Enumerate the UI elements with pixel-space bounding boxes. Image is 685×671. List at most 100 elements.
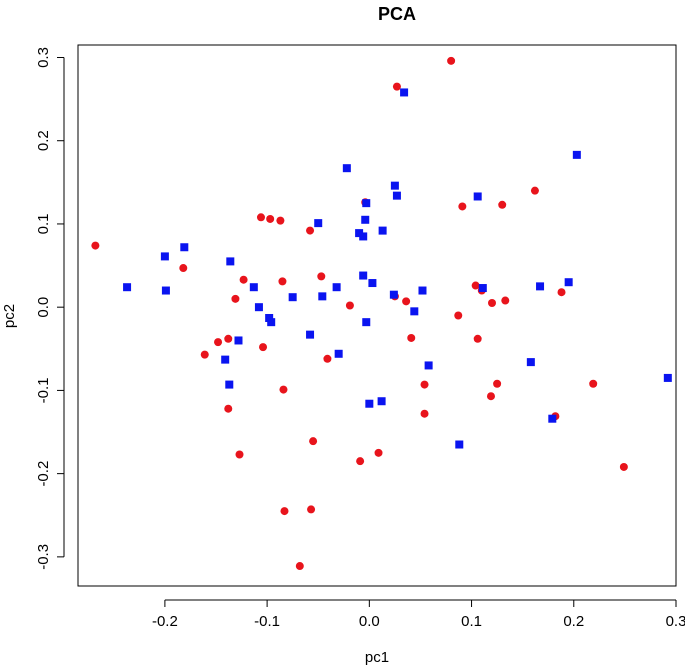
data-point-circle — [402, 297, 411, 306]
data-point-circle — [295, 562, 304, 571]
data-point-circle — [345, 301, 354, 310]
data-point-circle — [256, 213, 265, 222]
data-point-circle — [407, 333, 416, 342]
data-point-circle — [179, 264, 188, 273]
data-point-square — [377, 397, 386, 406]
data-point-square — [361, 215, 370, 224]
data-point-circle — [317, 272, 326, 281]
data-point-circle — [200, 350, 209, 359]
y-tick-label: -0.1 — [35, 377, 52, 403]
x-tick-label: 0.2 — [563, 613, 584, 630]
data-point-square — [478, 284, 487, 293]
data-point-square — [359, 271, 368, 280]
data-point-circle — [280, 507, 289, 516]
data-point-circle — [323, 354, 332, 363]
data-point-circle — [557, 288, 566, 297]
data-point-circle — [91, 241, 100, 250]
data-point-circle — [447, 56, 456, 65]
data-point-square — [564, 278, 573, 287]
data-point-square — [365, 399, 374, 408]
data-point-circle — [501, 296, 510, 305]
data-point-square — [390, 181, 399, 190]
data-point-circle — [356, 457, 365, 466]
data-point-square — [572, 150, 581, 159]
data-point-circle — [619, 462, 628, 471]
data-point-square — [663, 373, 672, 382]
data-point-square — [225, 380, 234, 389]
data-point-square — [473, 192, 482, 201]
data-point-circle — [259, 343, 268, 352]
data-point-circle — [214, 338, 223, 347]
data-point-circle — [454, 311, 463, 320]
y-tick-label: 0.2 — [35, 130, 52, 151]
data-point-circle — [309, 437, 318, 446]
data-point-square — [400, 88, 409, 97]
data-point-square — [355, 229, 364, 238]
data-point-circle — [420, 409, 429, 418]
data-point-circle — [276, 216, 285, 225]
x-tick-label: -0.1 — [254, 613, 280, 630]
data-point-square — [249, 283, 258, 292]
data-point-square — [548, 414, 557, 423]
data-point-circle — [471, 281, 480, 290]
data-point-circle — [488, 299, 496, 308]
x-tick-label: 0.1 — [461, 613, 482, 630]
y-axis: -0.3 -0.2 -0.1 0.0 0.1 0.2 0.3 — [35, 47, 65, 570]
data-point-square — [359, 232, 368, 241]
data-point-circle — [498, 200, 507, 209]
data-point-square — [254, 303, 263, 312]
y-tick-label: -0.2 — [35, 461, 52, 487]
data-point-square — [226, 257, 235, 266]
data-point-circle — [420, 380, 429, 389]
data-point-square — [392, 191, 401, 200]
data-point-square — [362, 318, 371, 327]
data-point-square — [318, 292, 327, 301]
points-layer — [91, 56, 672, 571]
data-point-circle — [279, 385, 288, 394]
data-point-circle — [239, 275, 248, 284]
y-tick-label: 0.3 — [35, 47, 52, 68]
data-point-square — [362, 199, 371, 208]
data-point-circle — [374, 448, 383, 457]
data-point-circle — [392, 82, 401, 91]
data-point-square — [161, 286, 170, 295]
plot-area-frame — [77, 44, 677, 587]
data-point-circle — [231, 294, 240, 303]
y-tick-label: 0.1 — [35, 214, 52, 235]
data-point-square — [410, 307, 419, 316]
data-point-square — [234, 336, 243, 345]
x-axis: -0.2 -0.1 0.0 0.1 0.2 0.3 — [152, 599, 685, 630]
data-point-square — [378, 226, 387, 235]
data-point-circle — [307, 505, 316, 514]
data-point-square — [332, 283, 341, 292]
data-point-square — [123, 283, 132, 292]
data-point-square — [265, 313, 274, 322]
data-point-square — [334, 349, 343, 358]
data-point-square — [267, 318, 276, 327]
data-point-square — [418, 286, 427, 295]
x-tick-label: 0.0 — [359, 613, 380, 630]
data-point-square — [389, 290, 398, 299]
x-tick-label: 0.3 — [666, 613, 685, 630]
chart-title: PCA — [378, 4, 416, 24]
data-point-square — [368, 279, 377, 288]
data-point-circle — [589, 379, 598, 388]
data-point-circle — [473, 334, 482, 343]
data-point-circle — [278, 277, 287, 286]
x-tick-label: -0.2 — [152, 613, 178, 630]
data-point-circle — [486, 392, 495, 401]
data-point-square — [424, 361, 433, 370]
data-point-circle — [306, 226, 315, 235]
data-point-circle — [493, 379, 502, 388]
data-point-square — [180, 243, 189, 252]
data-point-square — [342, 164, 351, 173]
data-point-circle — [458, 202, 467, 211]
y-tick-label: 0.0 — [35, 297, 52, 318]
data-point-circle — [266, 214, 275, 223]
data-point-square — [455, 440, 464, 449]
data-point-square — [306, 330, 315, 339]
data-point-square — [221, 355, 230, 364]
x-axis-title: pc1 — [365, 649, 389, 666]
data-point-circle — [224, 334, 233, 343]
